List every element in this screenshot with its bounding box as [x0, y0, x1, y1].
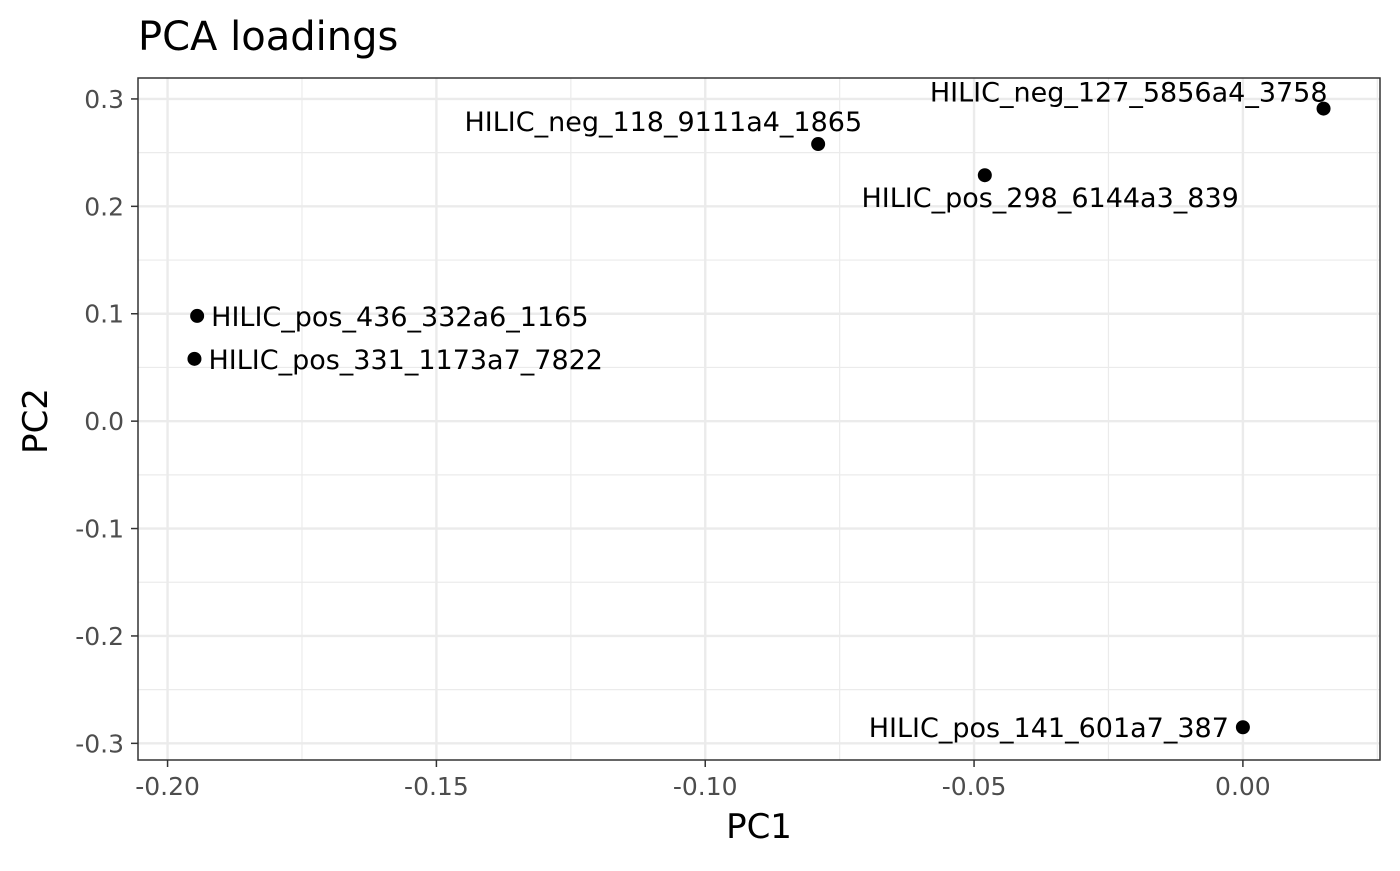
plot-panel-border	[137, 77, 1381, 761]
panel-layer	[137, 77, 1381, 761]
ticks-layer: -0.20 -0.15 -0.10 -0.05 0.00 -0.3 -0.2 -0.1 0.0 0…	[75, 85, 1271, 801]
x-tick-label: -0.05	[942, 772, 1007, 801]
point-label: HILIC_pos_331_1173a7_7822	[208, 345, 603, 376]
x-tick-label: -0.10	[673, 772, 738, 801]
grid-layer	[138, 78, 1380, 760]
x-axis-title: PC1	[726, 807, 792, 847]
y-tick-label: 0.3	[84, 85, 124, 114]
points-layer: HILIC_neg_127_5856a4_3758 HILIC_neg_118_9…	[187, 78, 1331, 744]
point-label: HILIC_neg_118_9111a4_1865	[464, 107, 862, 138]
x-tick-label: -0.20	[135, 772, 200, 801]
y-tick-label: 0.2	[84, 192, 124, 221]
scatter-point	[977, 168, 992, 183]
y-tick-label: -0.1	[75, 515, 124, 544]
point-label: HILIC_pos_436_332a6_1165	[211, 302, 588, 333]
y-tick-label: 0.0	[84, 407, 124, 436]
x-tick-label: 0.00	[1215, 772, 1271, 801]
point-label: HILIC_neg_127_5856a4_3758	[930, 78, 1328, 109]
y-tick-label: 0.1	[84, 300, 124, 329]
point-label: HILIC_pos_298_6144a3_839	[861, 183, 1238, 214]
y-tick-label: -0.3	[75, 729, 124, 758]
scatter-point	[190, 308, 205, 323]
chart-title: PCA loadings	[138, 14, 398, 60]
scatter-point	[1316, 101, 1331, 116]
point-label: HILIC_pos_141_601a7_387	[869, 713, 1229, 744]
scatter-point	[811, 137, 826, 152]
y-tick-label: -0.2	[75, 622, 124, 651]
x-tick-label: -0.15	[404, 772, 469, 801]
scatter-point	[1235, 720, 1250, 735]
scatter-point	[187, 351, 202, 366]
y-axis-title: PC2	[16, 388, 56, 454]
